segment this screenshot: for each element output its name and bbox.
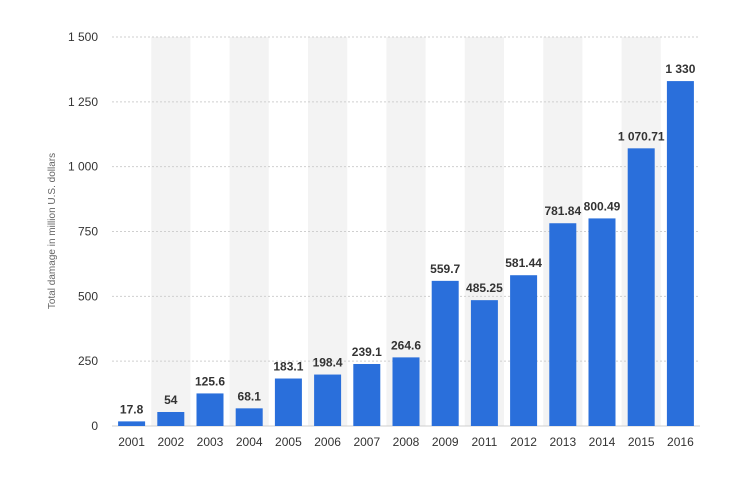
x-tick-label-2015: 2015 [628,435,655,449]
data-label-2001: 17.8 [120,402,144,416]
x-tick-label-2016: 2016 [667,435,694,449]
data-label-2004: 68.1 [238,389,262,403]
x-tick-label-2008: 2008 [393,435,420,449]
bars [118,81,694,426]
data-label-2003: 125.6 [195,374,225,388]
x-tick-label-2006: 2006 [314,435,341,449]
x-tick-label-2014: 2014 [589,435,616,449]
data-label-2008: 264.6 [391,338,421,352]
y-tick-label: 1 000 [68,160,98,174]
bar-2005 [274,378,302,426]
x-tick-label-2013: 2013 [549,435,576,449]
bar-2007 [353,363,381,426]
y-tick-label: 500 [78,289,98,303]
bar-2008 [392,357,420,426]
bar-2009 [431,280,459,426]
bar-2001 [118,421,146,426]
bar-2004 [235,408,263,426]
y-tick-label: 750 [78,225,98,239]
data-label-2016: 1 330 [665,62,695,76]
bar-2013 [549,223,577,426]
y-tick-label: 250 [78,354,98,368]
data-labels: 17.8 54 125.6 68.1 183.1 198.4 239.1 264.6 559.7… [120,62,696,416]
x-tick-label-2007: 2007 [353,435,380,449]
x-tick-label-2003: 2003 [197,435,224,449]
bar-2014 [588,218,616,426]
x-tick-label-2005: 2005 [275,435,302,449]
bar-2015 [627,148,655,426]
data-label-2007: 239.1 [352,345,382,359]
data-label-2013: 781.84 [544,204,581,218]
y-tick-label: 1 250 [68,95,98,109]
x-tick-label-2011: 2011 [471,435,497,449]
x-tick-label-2001: 2001 [118,435,145,449]
x-tick-label-2009: 2009 [432,435,459,449]
bar-2016 [666,81,694,426]
data-label-2009: 559.7 [430,262,460,276]
x-tick-label-2002: 2002 [157,435,184,449]
x-axis-ticks: 2001 2002 2003 2004 2005 2006 2007 2008 2009 2011… [118,435,694,449]
data-label-2015: 1 070.71 [618,129,665,143]
x-tick-label-2004: 2004 [236,435,263,449]
bar-2012 [510,275,538,426]
y-tick-label: 1 500 [68,30,98,44]
bar-2002 [157,411,185,426]
bar-2006 [314,374,342,426]
data-label-2011: 485.25 [466,281,503,295]
y-axis-ticks: 0 250 500 750 1 000 1 250 1 500 [68,30,98,433]
data-label-2014: 800.49 [584,199,621,213]
data-label-2006: 198.4 [313,356,343,370]
y-tick-label: 0 [91,419,98,433]
bar-2011 [470,300,498,426]
data-label-2005: 183.1 [273,360,303,374]
data-label-2002: 54 [164,393,178,407]
x-tick-label-2012: 2012 [510,435,537,449]
data-label-2012: 581.44 [505,256,542,270]
bar-2003 [196,393,224,426]
y-axis-title: Total damage in million U.S. dollars [47,153,58,309]
